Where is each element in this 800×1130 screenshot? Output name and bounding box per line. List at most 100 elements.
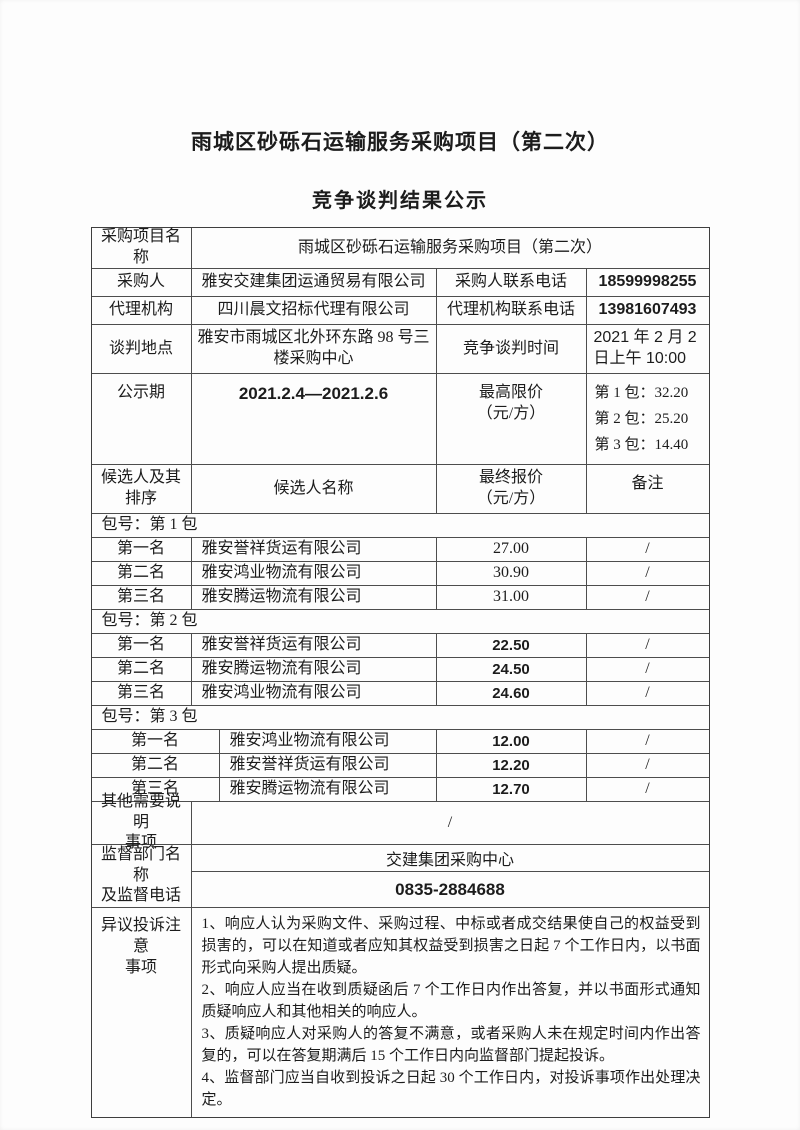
rank-cell: 第一名 (92, 538, 192, 561)
remark-cell: / (645, 636, 650, 654)
table-row: 第三名 雅安鸿业物流有限公司 24.60 / (91, 682, 709, 706)
table-row: 第一名 雅安誉祥货运有限公司 22.50 / (91, 634, 709, 658)
package-3-band-label: 包号：第 3 包 (101, 708, 198, 726)
table-row: 第二名 雅安鸿业物流有限公司 30.90 / (91, 562, 709, 586)
company-cell: 雅安誉祥货运有限公司 (192, 634, 437, 657)
price-cell: 24.50 (437, 658, 587, 681)
rank-cell: 第二名 (92, 754, 220, 777)
company-cell: 雅安腾运物流有限公司 (220, 778, 437, 801)
remark-cell: / (645, 780, 650, 798)
band-package-2: 包号：第 2 包 (91, 610, 709, 634)
table-row: 第三名 雅安腾运物流有限公司 31.00 / (91, 586, 709, 610)
price-cell: 12.00 (437, 730, 587, 753)
other-notes-label: 其他需要说明 事项 (92, 793, 192, 851)
time-label: 竞争谈判时间 (437, 325, 587, 373)
price-cell: 24.60 (437, 682, 587, 705)
complaint-body: 1、响应人认为采购文件、采购过程、中标或者成交结果使自己的权益受到损害的，可以在… (192, 908, 709, 1117)
purchaser-label: 采购人 (92, 269, 192, 296)
price-cell: 22.50 (437, 634, 587, 657)
remark-cell: / (645, 540, 650, 558)
company-cell: 雅安鸿业物流有限公司 (192, 682, 437, 705)
maxprice-pkg1: 第 1 包：32.20 (594, 385, 689, 401)
table-row: 第三名 雅安腾运物流有限公司 12.70 / (91, 778, 709, 802)
venue-value: 雅安市雨城区北外环东路 98 号三 楼采购中心 (192, 325, 437, 373)
supervisor-phone: 0835-2884688 (395, 879, 505, 899)
time-value: 2021 年 2 月 2 日上午 10:00 (593, 329, 697, 367)
purchaser-phone-value: 18599998255 (598, 273, 697, 291)
project-name-label: 采购项目名 称 (92, 228, 192, 268)
supervisor-values: 交建集团采购中心 0835-2884688 (191, 845, 709, 907)
result-table: 采购项目名 称 雨城区砂砾石运输服务采购项目（第二次） 采购人 雅安交建集团运通… (90, 227, 710, 1118)
row-purchaser: 采购人 雅安交建集团运通贸易有限公司 采购人联系电话 18599998255 (91, 269, 709, 297)
remark-cell: / (645, 756, 650, 774)
row-supervisor: 监督部门名称 及监督电话 交建集团采购中心 0835-2884688 (91, 845, 709, 908)
remark-cell: / (645, 684, 650, 702)
project-name-value: 雨城区砂砾石运输服务采购项目（第二次） (297, 238, 602, 256)
other-notes-value: / (447, 813, 453, 831)
publicity-value: 2021.2.4—2021.2.6 (192, 374, 437, 464)
rank-cell: 第二名 (92, 562, 192, 585)
remark-cell: / (645, 660, 650, 678)
document-title: 雨城区砂砾石运输服务采购项目（第二次） (191, 130, 609, 154)
purchaser-value: 雅安交建集团运通贸易有限公司 (192, 269, 437, 296)
complaint-paragraph: 1、响应人认为采购文件、采购过程、中标或者成交结果使自己的权益受到损害的，可以在… (201, 916, 701, 976)
agency-label: 代理机构 (92, 297, 192, 324)
publicity-label: 公示期 (92, 374, 192, 464)
header-name: 候选人名称 (192, 465, 437, 513)
company-cell: 雅安腾运物流有限公司 (192, 658, 437, 681)
complaint-paragraph: 3、质疑响应人对采购人的答复不满意，或者采购人未在规定时间内作出答复的，可以在答… (201, 1026, 701, 1064)
maxprice-pkg2: 第 2 包：25.20 (594, 411, 689, 427)
remark-cell: / (645, 732, 650, 750)
table-row: 第二名 雅安誉祥货运有限公司 12.20 / (91, 754, 709, 778)
supervisor-label: 监督部门名称 及监督电话 (92, 845, 192, 907)
maxprice-values: 第 1 包：32.20 第 2 包：25.20 第 3 包：14.40 (587, 374, 709, 464)
rank-cell: 第三名 (92, 778, 220, 801)
company-cell: 雅安誉祥货运有限公司 (220, 754, 437, 777)
venue-label: 谈判地点 (92, 325, 192, 373)
row-publicity-maxprice: 公示期 2021.2.4—2021.2.6 最高限价 （元/方） 第 1 包：3… (91, 374, 709, 465)
rank-cell: 第一名 (92, 730, 220, 753)
company-cell: 雅安鸿业物流有限公司 (220, 730, 437, 753)
price-cell: 31.00 (437, 586, 587, 609)
row-candidate-header: 候选人及其 排序 候选人名称 最终报价 （元/方） 备注 (91, 465, 709, 514)
band-package-3: 包号：第 3 包 (91, 706, 709, 730)
maxprice-label: 最高限价 （元/方） (437, 374, 587, 464)
company-cell: 雅安誉祥货运有限公司 (192, 538, 437, 561)
row-other-notes: 其他需要说明 事项 / (91, 793, 709, 851)
complaint-label: 异议投诉注意 事项 (92, 908, 192, 1117)
rank-cell: 第三名 (92, 586, 192, 609)
package-1-band-label: 包号：第 1 包 (101, 516, 198, 534)
header-price: 最终报价 （元/方） (437, 465, 587, 513)
price-cell: 12.20 (437, 754, 587, 777)
table-row: 第二名 雅安腾运物流有限公司 24.50 / (91, 658, 709, 682)
table-row: 第一名 雅安誉祥货运有限公司 27.00 / (91, 538, 709, 562)
complaint-paragraph: 4、监督部门应当自收到投诉之日起 30 个工作日内，对投诉事项作出处理决定。 (201, 1070, 701, 1108)
rank-cell: 第二名 (92, 658, 192, 681)
row-complaint: 异议投诉注意 事项 1、响应人认为采购文件、采购过程、中标或者成交结果使自己的权… (92, 908, 709, 1117)
agency-phone-label: 代理机构联系电话 (437, 297, 587, 324)
company-cell: 雅安腾运物流有限公司 (192, 586, 437, 609)
package-2-band-label: 包号：第 2 包 (101, 612, 198, 630)
remark-cell: / (645, 564, 650, 582)
complaint-paragraph: 2、响应人应当在收到质疑函后 7 个工作日内作出答复，并以书面形式通知质疑响应人… (201, 982, 701, 1020)
band-package-1: 包号：第 1 包 (91, 514, 709, 538)
remark-cell: / (645, 588, 650, 606)
row-venue-time: 谈判地点 雅安市雨城区北外环东路 98 号三 楼采购中心 竞争谈判时间 2021… (91, 325, 709, 374)
rank-cell: 第一名 (92, 634, 192, 657)
agency-phone-value: 13981607493 (598, 301, 697, 319)
table-row: 第一名 雅安鸿业物流有限公司 12.00 / (91, 730, 709, 754)
supervisor-name: 交建集团采购中心 (191, 845, 709, 872)
agency-value: 四川晨文招标代理有限公司 (192, 297, 437, 324)
company-cell: 雅安鸿业物流有限公司 (192, 562, 437, 585)
header-remark: 备注 (631, 475, 664, 492)
header-rank: 候选人及其 排序 (92, 465, 192, 513)
rank-cell: 第三名 (92, 682, 192, 705)
row-agency: 代理机构 四川晨文招标代理有限公司 代理机构联系电话 13981607493 (91, 297, 709, 325)
document-subtitle: 竞争谈判结果公示 (312, 190, 488, 212)
price-cell: 12.70 (437, 778, 587, 801)
row-project-name: 采购项目名 称 雨城区砂砾石运输服务采购项目（第二次） (91, 228, 709, 269)
price-cell: 30.90 (437, 562, 587, 585)
purchaser-phone-label: 采购人联系电话 (437, 269, 587, 296)
maxprice-pkg3: 第 3 包：14.40 (594, 437, 689, 453)
